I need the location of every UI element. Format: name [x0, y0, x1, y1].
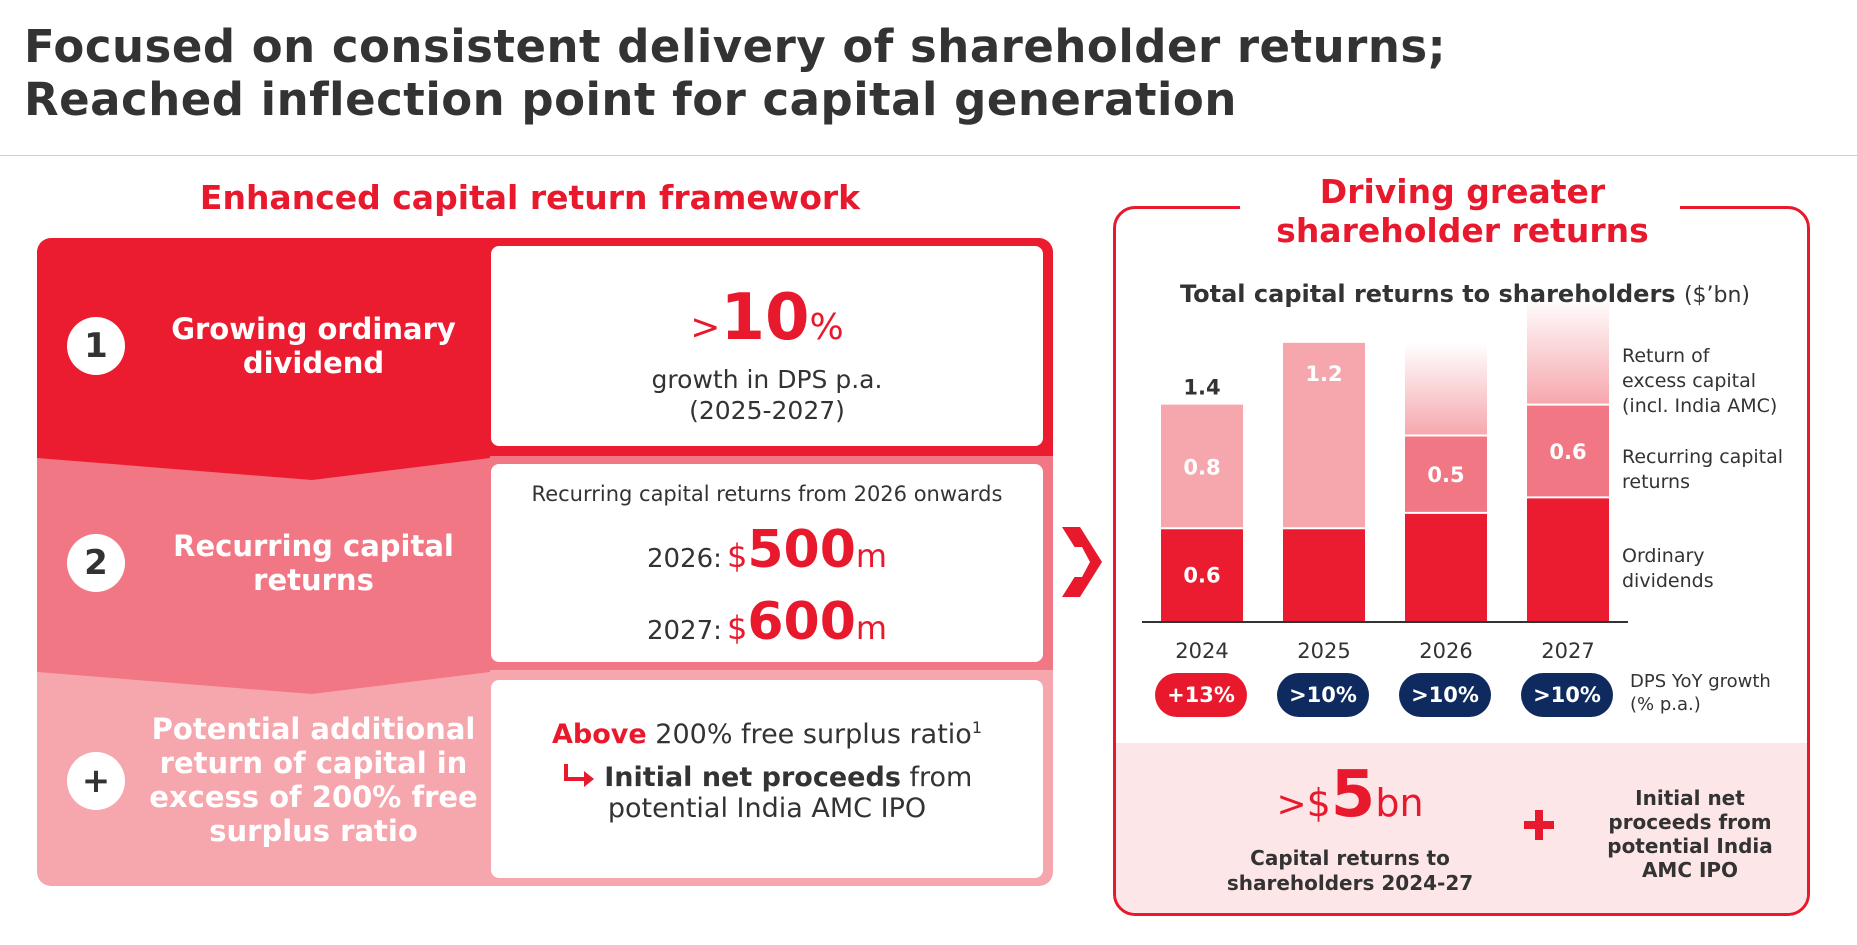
data-label-ordinary-dividends-2024: 0.6: [1183, 564, 1220, 588]
card-additional-return: Above 200% free surplus ratio1 Initial n…: [491, 680, 1043, 878]
card-recurring-returns: Recurring capital returns from 2026 onwa…: [491, 464, 1043, 662]
row-title-dividend: Growing ordinary dividend: [171, 312, 456, 380]
recurring-2027: 2027: $600m: [646, 592, 888, 652]
page-title: Focused on consistent delivery of shareh…: [24, 20, 1446, 126]
recurring-2026: 2026: $500m: [646, 520, 888, 580]
title-divider: [0, 155, 1857, 156]
dps-growth-pill-2024: +13%: [1155, 673, 1247, 717]
recurring-intro: Recurring capital returns from 2026 onwa…: [531, 482, 1003, 506]
data-label-recurring-capital-returns-2026: 0.5: [1427, 463, 1464, 487]
proceeds-line-2: potential India AMC IPO: [607, 793, 927, 824]
bar-ordinary-dividends-2027: [1527, 497, 1609, 621]
dps-growth-period: (2025-2027): [689, 396, 845, 425]
row-title-recurring: Recurring capital returns: [173, 529, 454, 597]
row-number-2: 2: [67, 534, 125, 592]
title-line-2: Reached inflection point for capital gen…: [24, 73, 1237, 126]
heading-mask: [1240, 196, 1680, 216]
x-tick-2025: 2025: [1297, 639, 1350, 663]
recurring-2027-amount: 600: [747, 592, 856, 652]
framework-panel: 1 Growing ordinary dividend >10% growth …: [37, 238, 1053, 886]
bar-ordinary-dividends-2026: [1405, 512, 1487, 621]
bar-return-of-excess-capital-incl-india-amc-2026: [1405, 342, 1487, 436]
dps-growth-label: growth in DPS p.a.: [651, 365, 883, 394]
dps-growth-pill-2026: >10%: [1399, 673, 1491, 717]
data-label-return-of-excess-capital-incl-india-amc-2025: 1.2: [1305, 362, 1342, 386]
bar-return-of-excess-capital-incl-india-amc-2027: [1527, 296, 1609, 405]
total-returns-summary: >$5bn Capital returns to shareholders 20…: [1226, 758, 1474, 895]
x-tick-2024: 2024: [1175, 639, 1228, 663]
row-number-1: 1: [67, 317, 125, 375]
returns-summary-band: [1116, 743, 1807, 913]
dps-growth-pill-2027: >10%: [1521, 673, 1613, 717]
ipo-proceeds-note: Initial net proceeds from potential Indi…: [1607, 786, 1773, 882]
legend-recurring: Recurring capital returns: [1622, 446, 1784, 493]
data-label-return-of-excess-capital-incl-india-amc-2024: 0.8: [1183, 455, 1220, 479]
legend-dps-growth: DPS YoY growth (% p.a.): [1630, 671, 1771, 715]
dps-growth-value: 10: [720, 281, 810, 355]
card-dividend-growth: >10% growth in DPS p.a. (2025-2027): [491, 246, 1043, 446]
bar-ordinary-dividends-2024: [1161, 528, 1243, 621]
data-label-recurring-capital-returns-2027: 0.6: [1549, 440, 1586, 464]
total-label-2024: 1.4: [1183, 376, 1220, 400]
total-returns-value: 5: [1330, 758, 1376, 832]
double-chevron-right-icon: [1062, 527, 1102, 597]
row-number-plus: +: [67, 752, 125, 810]
title-line-1: Focused on consistent delivery of shareh…: [24, 20, 1447, 73]
bar-return-of-excess-capital-incl-india-amc-2024: [1161, 404, 1243, 529]
x-tick-2026: 2026: [1419, 639, 1472, 663]
dps-growth-pill-2025: >10%: [1277, 673, 1369, 717]
bar-recurring-capital-returns-2027: [1527, 404, 1609, 498]
chevron-divider-2: [37, 668, 490, 694]
above-label: Above: [552, 719, 647, 750]
chart-title: Total capital returns to shareholders ($…: [1179, 280, 1751, 308]
x-tick-2027: 2027: [1541, 639, 1594, 663]
surplus-ratio-line: Above 200% free surplus ratio1: [552, 718, 982, 750]
pct-sign: %: [809, 307, 844, 348]
plus-icon: [1524, 810, 1554, 840]
legend-ordinary: Ordinary dividends: [1622, 545, 1714, 592]
bar-ordinary-dividends-2025: [1283, 528, 1365, 621]
legend-excess: Return of excess capital (incl. India AM…: [1622, 345, 1778, 417]
bar-return-of-excess-capital-incl-india-amc-2025: [1283, 342, 1365, 529]
elbow-arrow-icon: [563, 764, 594, 787]
recurring-2026-amount: 500: [747, 520, 856, 580]
bar-recurring-capital-returns-2026: [1405, 435, 1487, 513]
row-title-additional: Potential additional return of capital i…: [149, 712, 478, 848]
chevron-divider-1: [37, 454, 490, 480]
gt-sign: >: [690, 307, 721, 348]
proceeds-line: Initial net proceeds from: [491, 762, 1043, 793]
right-heading: Driving greater shareholder returns: [1276, 172, 1649, 250]
left-heading: Enhanced capital return framework: [199, 178, 861, 217]
returns-panel: [1113, 206, 1810, 916]
